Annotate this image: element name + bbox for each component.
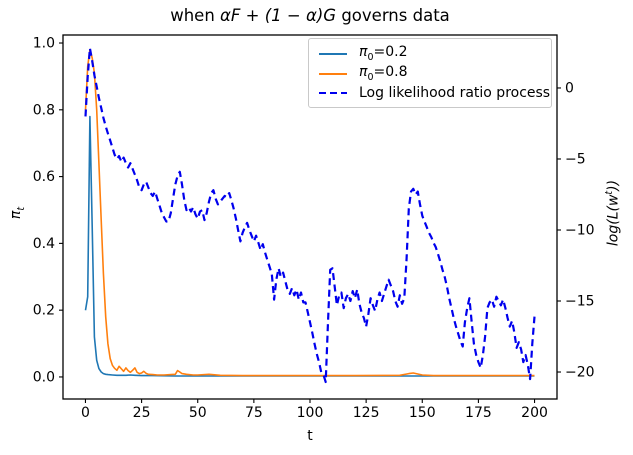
chart-title-suffix: governs data [336,6,450,25]
y-tick-label-right: −20 [565,365,595,381]
y-tick-label-left: 0.0 [33,369,55,385]
x-tick-label: 50 [189,405,207,421]
legend-label-llr: Log likelihood ratio process [359,85,551,102]
y-axis-label-right: log(L(wt)) [597,163,623,263]
y-tick-label-left: 0.4 [33,236,55,252]
x-tick-label: 200 [521,405,548,421]
loglik-label-sup: t [604,190,615,195]
legend-entry-llr: Log likelihood ratio process [319,83,550,103]
x-tick-label: 175 [465,405,492,421]
legend-line-sample-dashed-blue [319,92,347,95]
legend-label-pi08: π0=0.8 [359,64,408,83]
x-tick-label: 0 [81,405,90,421]
legend-line-sample-solid-blue [319,52,347,55]
series-line-pi0-0.8 [84,48,535,377]
x-tick-label: 125 [353,405,380,421]
legend-label-pi02: π0=0.2 [359,44,408,64]
chart-title-prefix: when [170,6,221,25]
y-tick-label-left: 0.6 [33,169,55,185]
x-tick-label: 25 [133,405,151,421]
y-tick-label-right: 0 [565,80,574,96]
y-tick-label-right: −5 [565,151,586,167]
y-tick-label-left: 0.2 [33,303,55,319]
y-tick-label-left: 1.0 [33,36,55,52]
y-axis-label-left: πt [3,179,29,247]
x-tick-label: 150 [409,405,436,421]
chart-title: when αF + (1 − α)G governs data [170,6,450,25]
y-tick-label-right: −10 [565,222,595,238]
legend-entry-pi02: π0=0.2 [319,44,543,64]
legend-box: π0=0.2 π0=0.8 Log likelihood ratio proce… [308,38,552,108]
x-axis-label: t [307,428,313,444]
pi-subscript: t [15,206,27,211]
loglik-label-suffix: )) [605,179,622,191]
loglik-label-prefix: log(L(w [605,194,622,247]
pi-symbol: π [8,210,24,220]
chart-title-math: αF + (1 − α)G [220,6,337,25]
series-line-llr [84,47,536,384]
legend-entry-pi08: π0=0.8 [319,64,543,84]
x-tick-label: 75 [245,405,263,421]
legend-line-sample-solid-orange [319,72,347,75]
x-tick-label: 100 [297,405,324,421]
y-tick-label-right: −15 [565,294,595,310]
y-tick-label-left: 0.8 [33,102,55,118]
